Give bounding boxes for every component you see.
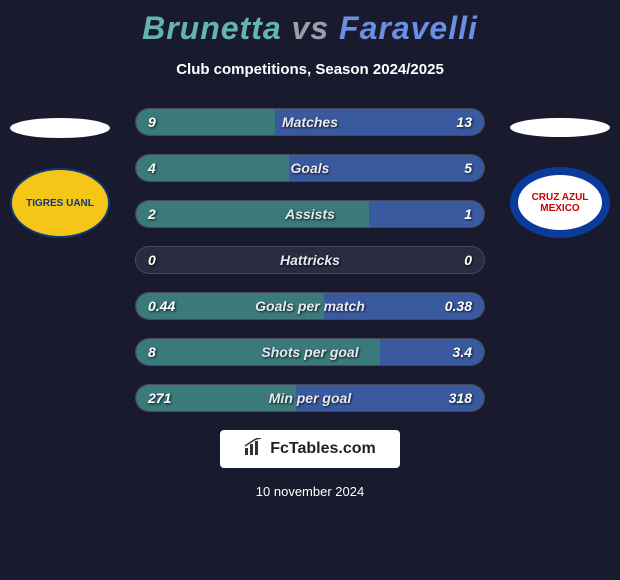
bar-value-left: 8 (148, 339, 156, 365)
subtitle: Club competitions, Season 2024/2025 (0, 61, 620, 78)
date-line: 10 november 2024 (0, 484, 620, 499)
stat-bar-row: Goals4 5 (135, 154, 485, 182)
player2-name: Faravelli (339, 10, 478, 46)
club-right: CRUZ AZUL MEXICO (510, 118, 610, 238)
bar-label: Shots per goal (136, 339, 484, 365)
club-crest-right-label: CRUZ AZUL MEXICO (518, 192, 602, 214)
club-left: TIGRES UANL (10, 118, 110, 238)
bar-value-right: 5 (464, 155, 472, 181)
bar-value-left: 4 (148, 155, 156, 181)
chart-icon (244, 438, 264, 461)
club-crest-right: CRUZ AZUL MEXICO (510, 167, 610, 238)
bar-label: Min per goal (136, 385, 484, 411)
brand-box: FcTables.com (220, 430, 400, 468)
bar-value-right: 1 (464, 201, 472, 227)
comparison-arena: TIGRES UANL CRUZ AZUL MEXICO Matches9 13 G… (0, 98, 620, 499)
brand-text: FcTables.com (270, 440, 376, 458)
bar-label: Goals (136, 155, 484, 181)
bar-value-right: 0.38 (445, 293, 472, 319)
stat-bar-row: Hattricks0 0 (135, 246, 485, 274)
vs-text: vs (292, 10, 330, 46)
stat-bar-row: Shots per goal8 3.4 (135, 338, 485, 366)
bar-label: Goals per match (136, 293, 484, 319)
stat-bar-row: Min per goal271 318 (135, 384, 485, 412)
bar-value-right: 3.4 (453, 339, 472, 365)
bar-value-left: 0 (148, 247, 156, 273)
bar-value-left: 2 (148, 201, 156, 227)
bar-value-right: 318 (449, 385, 472, 411)
club-crest-left: TIGRES UANL (10, 168, 110, 238)
stat-bar-row: Matches9 13 (135, 108, 485, 136)
bar-value-left: 0.44 (148, 293, 175, 319)
bar-value-right: 13 (456, 109, 472, 135)
bar-value-left: 271 (148, 385, 171, 411)
ellipse-shadow-left (10, 118, 110, 138)
club-crest-left-label: TIGRES UANL (26, 198, 94, 209)
bar-label: Matches (136, 109, 484, 135)
bar-value-left: 9 (148, 109, 156, 135)
stat-bar-row: Assists2 1 (135, 200, 485, 228)
stat-bar-row: Goals per match0.44 0.38 (135, 292, 485, 320)
player1-name: Brunetta (142, 10, 282, 46)
comparison-title: Brunetta vs Faravelli (0, 0, 620, 47)
bar-label: Hattricks (136, 247, 484, 273)
stat-bars: Matches9 13 Goals4 5 Assists2 1 Hattricks0 0 Goa… (135, 98, 485, 412)
bar-label: Assists (136, 201, 484, 227)
ellipse-shadow-right (510, 118, 610, 137)
bar-value-right: 0 (464, 247, 472, 273)
